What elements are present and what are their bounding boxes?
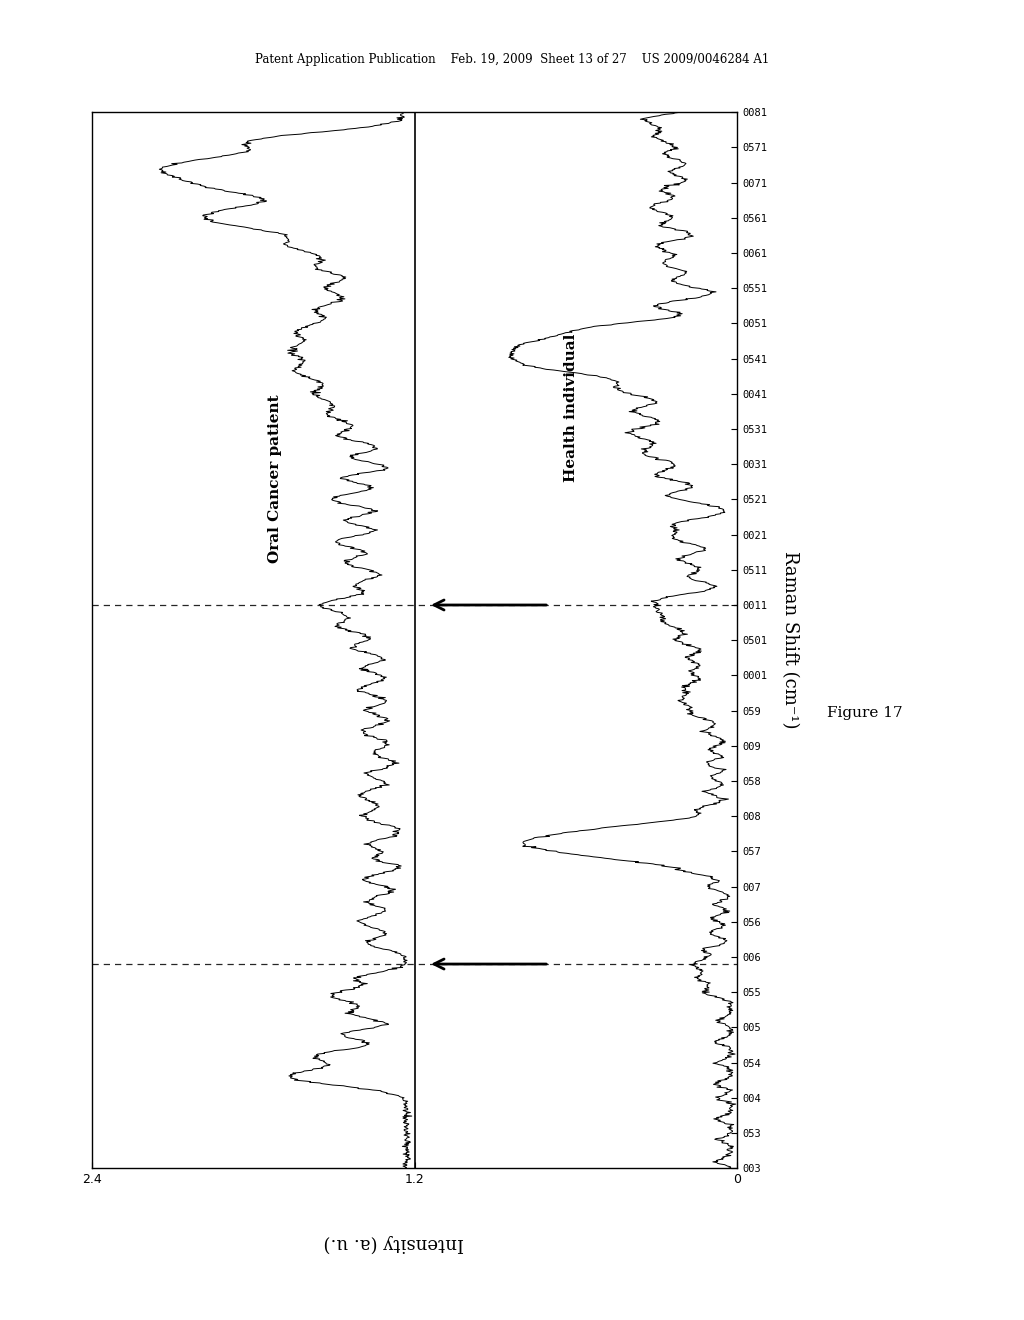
Text: Oral Cancer patient: Oral Cancer patient — [268, 393, 282, 562]
Text: Intensity (a. u.): Intensity (a. u.) — [324, 1234, 465, 1253]
Y-axis label: Raman Shift (cm⁻¹): Raman Shift (cm⁻¹) — [781, 552, 799, 729]
Text: Health individual: Health individual — [563, 334, 578, 482]
Text: Figure 17: Figure 17 — [827, 706, 903, 719]
Text: Patent Application Publication    Feb. 19, 2009  Sheet 13 of 27    US 2009/00462: Patent Application Publication Feb. 19, … — [255, 53, 769, 66]
